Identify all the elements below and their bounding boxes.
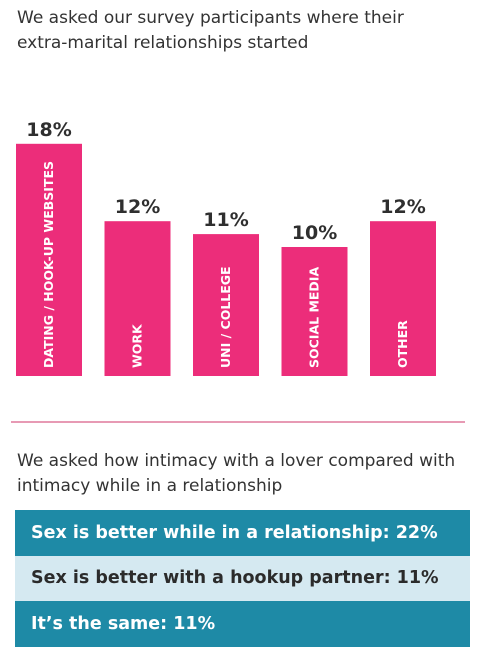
bar-3 — [281, 247, 348, 376]
bar-category-label-4: OTHER — [395, 320, 410, 368]
bar-category-label-0: DATING / HOOK-UP WEBSITES — [41, 161, 56, 368]
bar-value-label-4: 12% — [380, 196, 425, 218]
result-row-same: It’s the same: 11% — [15, 601, 470, 647]
result-row-relationship: Sex is better while in a relationship: 2… — [15, 510, 470, 556]
bar-1 — [104, 221, 171, 376]
bar-4 — [370, 221, 436, 376]
intimacy-results-list: Sex is better while in a relationship: 2… — [15, 510, 470, 647]
bar-2 — [193, 234, 259, 376]
bar-category-label-1: WORK — [130, 323, 145, 368]
bar-0 — [16, 143, 82, 376]
intimacy-intro-text: We asked how intimacy with a lover compa… — [17, 451, 456, 496]
bar-category-label-3: SOCIAL MEDIA — [307, 267, 322, 368]
section-divider — [11, 421, 465, 423]
bar-value-label-2: 11% — [203, 209, 248, 231]
bar-value-label-0: 18% — [26, 119, 71, 141]
chart-intro-text: We asked our survey participants where t… — [17, 8, 404, 53]
result-row-hookup: Sex is better with a hookup partner: 11% — [15, 556, 470, 601]
bar-category-label-2: UNI / COLLEGE — [218, 266, 233, 368]
bar-value-label-1: 12% — [115, 196, 160, 218]
bar-value-label-3: 10% — [292, 222, 337, 244]
bar-chart: 18% DATING / HOOK-UP WEBSITES 12% WORK 11% UN… — [16, 119, 436, 376]
